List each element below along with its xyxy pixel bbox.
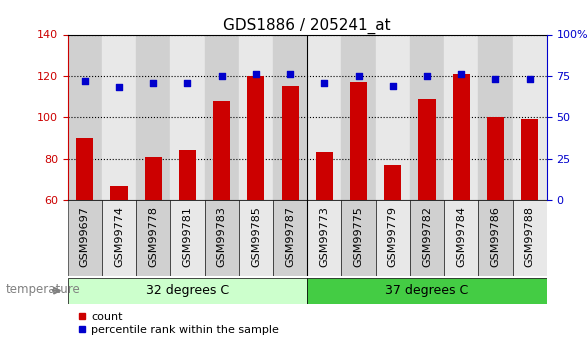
Bar: [444, 200, 479, 276]
Bar: [513, 34, 547, 200]
Bar: [307, 200, 342, 276]
Text: GSM99787: GSM99787: [285, 206, 295, 267]
Point: [456, 71, 466, 77]
Bar: [479, 34, 513, 200]
Point: [320, 80, 329, 85]
Bar: [68, 34, 102, 200]
Bar: [444, 34, 479, 200]
Bar: [68, 278, 307, 304]
Text: GSM99785: GSM99785: [251, 206, 261, 267]
Bar: [419, 99, 436, 200]
Point: [354, 73, 363, 79]
Bar: [248, 76, 265, 200]
Bar: [342, 34, 376, 200]
Bar: [76, 138, 93, 200]
Point: [251, 71, 260, 77]
Point: [80, 78, 89, 83]
Bar: [205, 34, 239, 200]
Bar: [239, 34, 273, 200]
Bar: [205, 200, 239, 276]
Bar: [179, 150, 196, 200]
Text: 37 degrees C: 37 degrees C: [385, 284, 469, 297]
Legend: count, percentile rank within the sample: count, percentile rank within the sample: [73, 307, 283, 339]
Point: [388, 83, 397, 89]
Bar: [171, 200, 205, 276]
Bar: [307, 34, 342, 200]
Bar: [316, 152, 333, 200]
Text: GSM99773: GSM99773: [319, 206, 329, 267]
Text: GSM99782: GSM99782: [422, 206, 432, 267]
Point: [183, 80, 192, 85]
Bar: [384, 165, 402, 200]
Text: GSM99786: GSM99786: [490, 206, 500, 267]
Bar: [111, 186, 128, 200]
Text: GSM99781: GSM99781: [182, 206, 192, 267]
Text: GSM99775: GSM99775: [353, 206, 363, 267]
Text: GSM99774: GSM99774: [114, 206, 124, 267]
Point: [525, 77, 534, 82]
Bar: [171, 34, 205, 200]
Text: temperature: temperature: [6, 283, 81, 296]
Bar: [239, 200, 273, 276]
Text: GSM99778: GSM99778: [148, 206, 158, 267]
Bar: [273, 200, 307, 276]
Bar: [513, 200, 547, 276]
Bar: [136, 200, 171, 276]
Bar: [376, 200, 410, 276]
Point: [149, 80, 158, 85]
Bar: [145, 157, 162, 200]
Bar: [273, 34, 307, 200]
Point: [217, 73, 226, 79]
Bar: [376, 34, 410, 200]
Text: GSM99788: GSM99788: [524, 206, 534, 267]
Bar: [453, 74, 470, 200]
Point: [491, 77, 500, 82]
Title: GDS1886 / 205241_at: GDS1886 / 205241_at: [223, 18, 391, 34]
Point: [285, 71, 295, 77]
Bar: [136, 34, 171, 200]
Bar: [307, 278, 547, 304]
Bar: [282, 86, 299, 200]
Text: GSM99697: GSM99697: [80, 206, 90, 267]
Text: GSM99779: GSM99779: [388, 206, 398, 267]
Bar: [410, 200, 444, 276]
Bar: [102, 34, 136, 200]
Bar: [487, 117, 504, 200]
Bar: [102, 200, 136, 276]
Point: [114, 85, 123, 90]
Point: [422, 73, 432, 79]
Bar: [68, 200, 102, 276]
Bar: [342, 200, 376, 276]
Text: GSM99783: GSM99783: [216, 206, 226, 267]
Bar: [213, 101, 230, 200]
Bar: [521, 119, 538, 200]
Bar: [479, 200, 513, 276]
Text: 32 degrees C: 32 degrees C: [146, 284, 229, 297]
Text: GSM99784: GSM99784: [456, 206, 466, 267]
Bar: [350, 82, 367, 200]
Bar: [410, 34, 444, 200]
